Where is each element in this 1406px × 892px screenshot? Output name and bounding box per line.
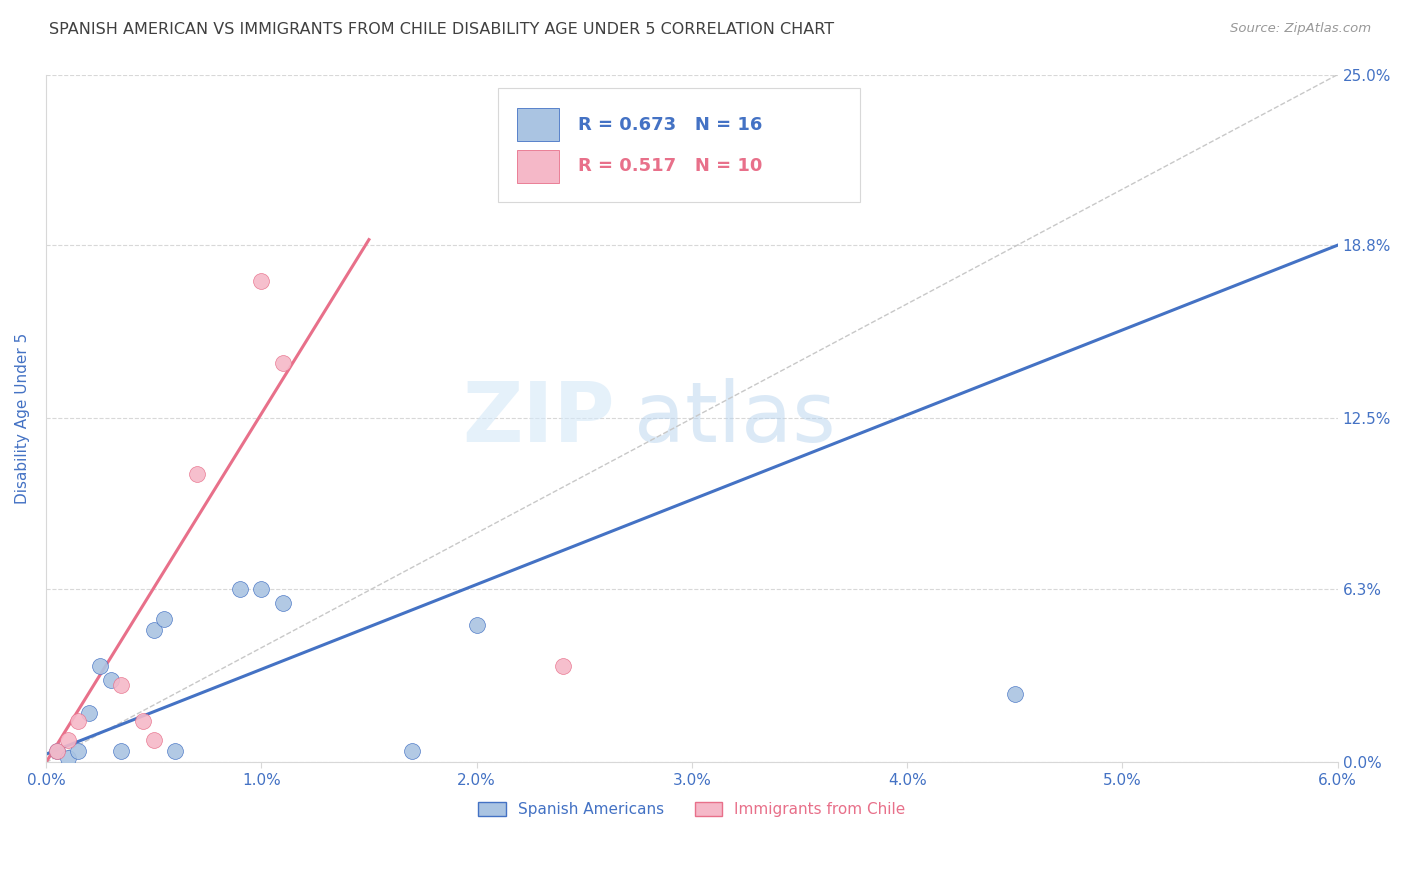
Point: [250, 582, 273, 596]
Point: [465, 618, 488, 632]
Point: [45, 744, 67, 758]
Point: [186, 467, 208, 481]
Point: [142, 624, 165, 638]
Bar: [517, 150, 558, 183]
Point: [271, 356, 294, 370]
Bar: [517, 108, 558, 141]
Point: [165, 744, 187, 758]
Point: [89, 659, 111, 673]
Point: [153, 612, 176, 626]
Point: [67, 714, 90, 728]
Point: [229, 582, 252, 596]
Point: [401, 744, 423, 758]
Point: [77, 706, 100, 720]
Point: [551, 659, 574, 673]
Text: atlas: atlas: [634, 378, 835, 459]
Point: [132, 714, 155, 728]
Text: R = 0.673   N = 16: R = 0.673 N = 16: [578, 116, 762, 134]
Point: [1004, 687, 1026, 701]
Point: [67, 744, 90, 758]
Point: [56, 751, 79, 765]
Point: [45, 744, 67, 758]
Point: [110, 744, 132, 758]
Point: [100, 673, 122, 687]
Y-axis label: Disability Age Under 5: Disability Age Under 5: [15, 333, 30, 504]
Legend: Spanish Americans, Immigrants from Chile: Spanish Americans, Immigrants from Chile: [472, 797, 911, 823]
Point: [56, 733, 79, 747]
Text: Source: ZipAtlas.com: Source: ZipAtlas.com: [1230, 22, 1371, 36]
Text: ZIP: ZIP: [461, 378, 614, 459]
Point: [250, 274, 273, 288]
FancyBboxPatch shape: [498, 88, 860, 202]
Point: [110, 678, 132, 692]
Point: [142, 733, 165, 747]
Text: R = 0.517   N = 10: R = 0.517 N = 10: [578, 157, 762, 175]
Text: SPANISH AMERICAN VS IMMIGRANTS FROM CHILE DISABILITY AGE UNDER 5 CORRELATION CHA: SPANISH AMERICAN VS IMMIGRANTS FROM CHIL…: [49, 22, 834, 37]
Point: [271, 596, 294, 610]
